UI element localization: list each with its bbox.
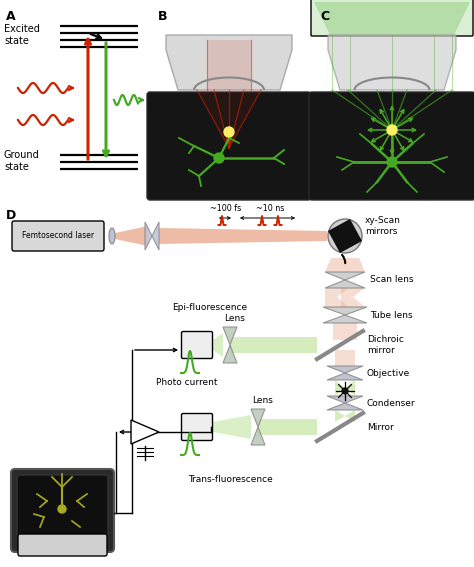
Polygon shape [131,420,159,444]
Polygon shape [251,409,265,427]
Text: Computer: Computer [41,539,83,548]
FancyBboxPatch shape [12,221,104,251]
Polygon shape [207,40,251,90]
Ellipse shape [109,228,115,244]
Polygon shape [327,373,363,380]
FancyBboxPatch shape [11,469,114,552]
Polygon shape [152,222,159,250]
Polygon shape [258,419,317,435]
Polygon shape [159,228,327,244]
Text: Trans-fluorescence: Trans-fluorescence [188,475,273,484]
Text: ~100 fs: ~100 fs [210,204,242,213]
Polygon shape [223,327,237,345]
FancyBboxPatch shape [182,413,212,441]
Text: Lens: Lens [225,314,246,323]
Polygon shape [325,288,349,307]
Polygon shape [345,410,355,422]
Polygon shape [230,337,317,353]
Polygon shape [166,35,292,90]
Polygon shape [251,427,265,445]
Text: ~10 ns: ~10 ns [256,204,284,213]
Text: Objective: Objective [367,369,410,378]
FancyBboxPatch shape [182,332,212,358]
Text: Dichroic
mirror: Dichroic mirror [367,335,404,355]
Polygon shape [325,280,365,288]
Polygon shape [325,272,365,280]
Polygon shape [327,366,363,373]
Text: Ground
state: Ground state [4,150,40,172]
Text: Scan lens: Scan lens [370,276,413,285]
Text: C: C [320,10,329,23]
Polygon shape [223,345,237,363]
Text: Lens: Lens [253,396,273,405]
Polygon shape [325,258,365,272]
Circle shape [58,505,66,513]
Polygon shape [328,35,456,90]
Circle shape [328,219,362,253]
FancyBboxPatch shape [309,92,474,200]
Polygon shape [323,315,367,323]
Text: A: A [6,10,16,23]
Polygon shape [341,288,365,307]
Polygon shape [335,350,355,366]
FancyBboxPatch shape [147,92,311,200]
Polygon shape [115,226,148,246]
Text: xy-Scan
mirrors: xy-Scan mirrors [365,216,401,236]
Circle shape [224,127,234,137]
Polygon shape [335,380,345,396]
Polygon shape [335,410,345,422]
Text: PMT: PMT [187,422,207,431]
Polygon shape [345,380,355,396]
Polygon shape [333,323,357,340]
Circle shape [387,157,397,167]
Polygon shape [145,222,152,250]
Polygon shape [327,396,363,403]
Text: Tube lens: Tube lens [370,311,413,319]
Polygon shape [323,307,367,315]
Text: Epi-fluorescence: Epi-fluorescence [173,303,247,312]
Text: Mirror: Mirror [367,422,394,431]
Polygon shape [314,2,470,35]
Text: B: B [158,10,167,23]
Circle shape [214,153,224,163]
Text: Femtosecond laser: Femtosecond laser [22,231,94,240]
Circle shape [342,388,348,394]
Text: PMT: PMT [187,341,207,349]
Polygon shape [197,90,261,148]
Text: D: D [6,209,16,222]
Polygon shape [213,415,251,439]
FancyBboxPatch shape [18,534,107,556]
Text: Photo current: Photo current [156,378,218,387]
Text: Condenser: Condenser [367,399,416,408]
Text: Excited
state: Excited state [4,24,40,46]
Polygon shape [213,333,223,357]
Polygon shape [328,219,362,253]
FancyBboxPatch shape [17,475,108,538]
FancyBboxPatch shape [311,0,473,36]
Polygon shape [327,403,363,410]
Circle shape [387,125,397,135]
